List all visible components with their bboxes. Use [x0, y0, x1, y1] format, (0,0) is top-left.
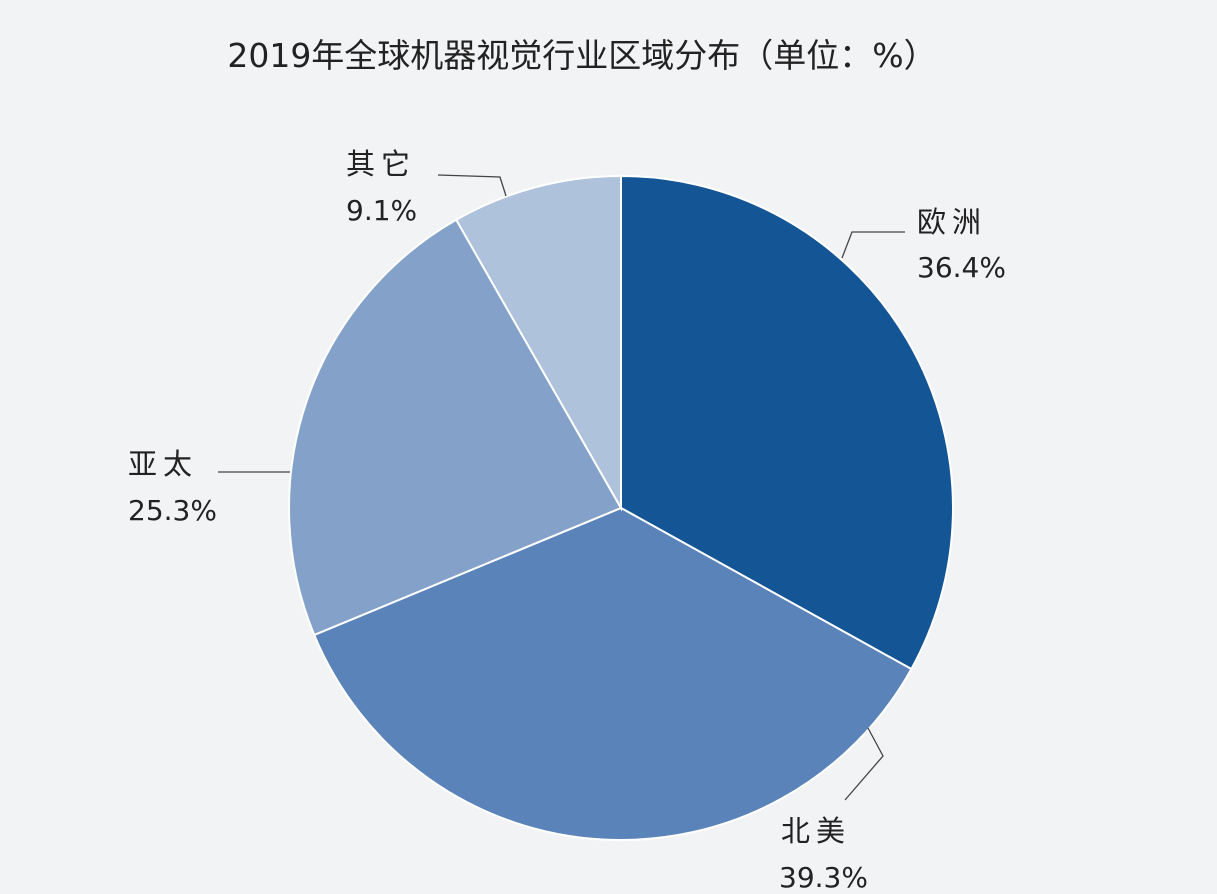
- slice-label-value-2: 39.3%: [779, 861, 868, 894]
- chart-title: 2019年全球机器视觉行业区域分布（单位：%）: [227, 36, 936, 75]
- leader-line-1: [841, 231, 905, 259]
- slice-label-value-4: 9.1%: [346, 194, 417, 227]
- slice-labels: 欧洲 36.4% 北美 39.3% 亚太 25.3% 其它 9.1%: [128, 147, 1006, 894]
- pie-slice-1: [620, 174, 954, 671]
- leader-line-4: [437, 174, 507, 197]
- pie-slice-3: [288, 218, 623, 637]
- slice-label-name-4: 其它: [346, 147, 416, 181]
- slice-label-name-3: 亚太: [128, 447, 198, 481]
- pie-slice-4: [454, 174, 622, 512]
- slice-label-name-2: 北美: [781, 814, 851, 848]
- slice-label-value-1: 36.4%: [917, 251, 1006, 284]
- slice-label-value-3: 25.3%: [128, 494, 217, 527]
- slice-label-name-1: 欧洲: [917, 205, 987, 239]
- pie-slice-2: [312, 506, 913, 841]
- pie-slices: [288, 174, 954, 841]
- leader-line-2: [844, 727, 884, 801]
